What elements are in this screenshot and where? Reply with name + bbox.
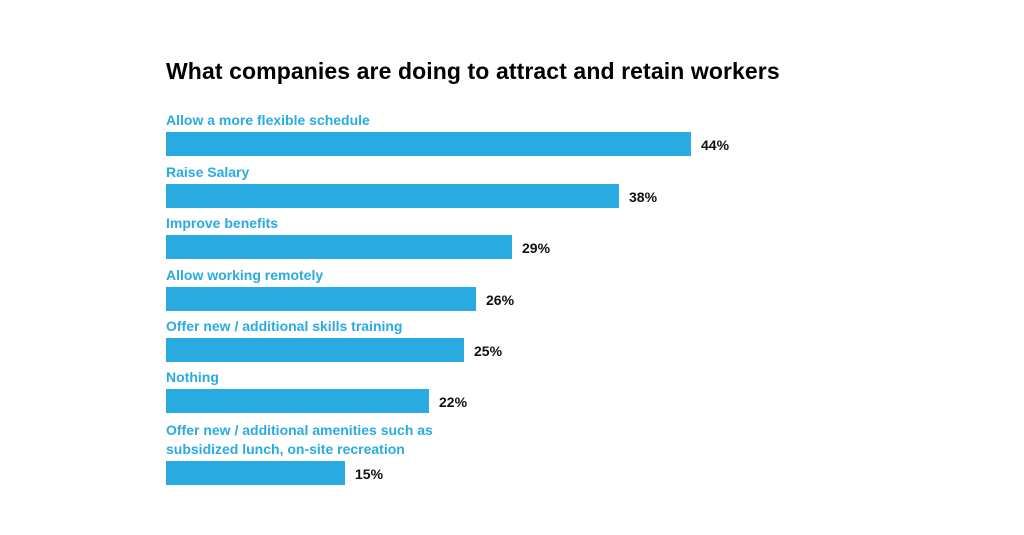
category-label-3: Allow working remotely <box>166 267 324 283</box>
value-label-5: 22% <box>439 394 468 410</box>
bar-4 <box>166 338 464 362</box>
bar-0 <box>166 132 691 156</box>
category-label-6-line-0: Offer new / additional amenities such as <box>166 422 433 438</box>
category-label-1: Raise Salary <box>166 164 250 180</box>
bar-3 <box>166 287 476 311</box>
bar-2 <box>166 235 512 259</box>
value-label-0: 44% <box>701 137 730 153</box>
category-label-6-line-1: subsidized lunch, on-site recreation <box>166 441 405 457</box>
value-label-6: 15% <box>355 466 384 482</box>
category-label-2: Improve benefits <box>166 215 279 231</box>
value-label-1: 38% <box>629 189 658 205</box>
value-label-2: 29% <box>522 240 551 256</box>
value-label-3: 26% <box>486 292 515 308</box>
bar-5 <box>166 389 429 413</box>
value-label-4: 25% <box>474 343 503 359</box>
bar-1 <box>166 184 619 208</box>
category-label-4: Offer new / additional skills training <box>166 318 403 334</box>
category-label-5: Nothing <box>166 369 219 385</box>
chart-title: What companies are doing to attract and … <box>166 58 780 84</box>
bar-6 <box>166 461 345 485</box>
category-label-0: Allow a more flexible schedule <box>166 112 370 128</box>
